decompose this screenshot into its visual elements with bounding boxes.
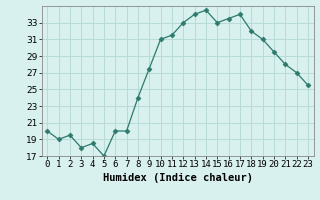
X-axis label: Humidex (Indice chaleur): Humidex (Indice chaleur): [103, 173, 252, 183]
